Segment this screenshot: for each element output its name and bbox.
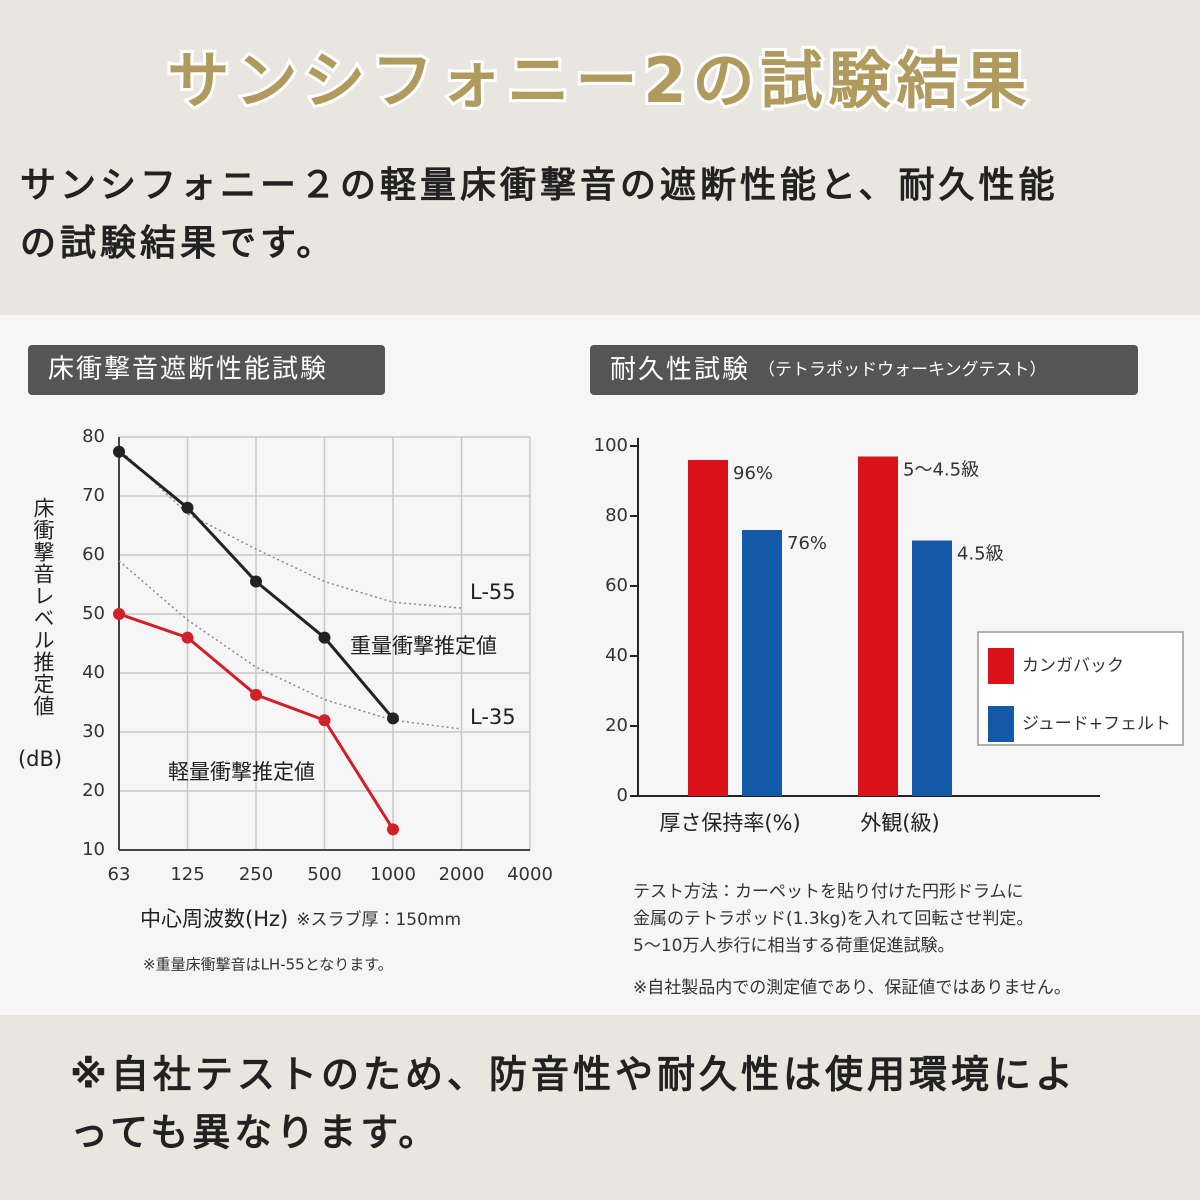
- y-tick-label: 80: [605, 505, 628, 526]
- test-note: 金属のテトラポッド(1.3kg)を入れて回転させ判定。: [633, 909, 1033, 929]
- data-point: [250, 688, 262, 701]
- chart-title: 床衝撃音遮断性能試験: [48, 355, 328, 385]
- y-tick-label: 60: [82, 544, 105, 565]
- panel-header: [590, 345, 1138, 395]
- y-tick-label: 20: [605, 715, 628, 736]
- bar: [912, 540, 952, 796]
- lead-line: の試験結果です。: [20, 223, 336, 264]
- x-tick-label: 125: [170, 864, 204, 885]
- footnote: ※重量床衝撃音はLH-55となります。: [143, 956, 393, 974]
- data-point: [181, 501, 194, 514]
- y-tick-label: 20: [82, 780, 105, 801]
- value-label: 96%: [733, 463, 773, 484]
- data-point: [113, 445, 125, 458]
- series-label: 重量衝撃推定値: [350, 634, 497, 658]
- x-tick-label: 2000: [439, 864, 485, 885]
- page-title: サンシフォニー2の試験結果: [167, 44, 1032, 117]
- data-point: [181, 631, 194, 644]
- chart-subtitle: （テトラポッドウォーキングテスト）: [758, 360, 1047, 380]
- y-tick-label: 40: [605, 645, 628, 666]
- series-label: L-55: [470, 580, 516, 604]
- data-point: [318, 631, 331, 644]
- data-point: [250, 575, 262, 588]
- data-point: [387, 823, 399, 836]
- bar: [688, 460, 728, 796]
- chart-title-group: 耐久性試験 （テトラポッドウォーキングテスト）: [610, 355, 1047, 385]
- chart-title: 耐久性試験: [610, 355, 750, 385]
- footer-bg: [0, 1015, 1200, 1200]
- lead-line: サンシフォニー２の軽量床衝撃音の遮断性能と、耐久性能: [20, 165, 1059, 206]
- value-label: 5〜4.5級: [903, 460, 979, 481]
- legend-swatch: [988, 648, 1014, 684]
- value-label: 4.5級: [957, 544, 1004, 565]
- footnote: ※自社製品内での測定値であり、保証値ではありません。: [633, 978, 1071, 998]
- x-axis-note: ※スラブ厚：150mm: [296, 909, 461, 930]
- y-tick-label: 10: [82, 839, 105, 860]
- x-tick-label: 外観(級): [860, 811, 939, 835]
- x-axis-label: 中心周波数(Hz): [140, 907, 288, 931]
- x-tick-label: 1000: [370, 864, 416, 885]
- x-axis-label-group: 中心周波数(Hz) ※スラブ厚：150mm: [140, 907, 461, 931]
- y-tick-label: 80: [82, 426, 105, 447]
- data-point: [113, 608, 125, 620]
- value-label: 76%: [787, 533, 827, 554]
- legend-label: ジュード+フェルト: [1022, 714, 1171, 734]
- x-tick-label: 250: [239, 864, 273, 885]
- y-tick-label: 50: [82, 603, 105, 624]
- reference-curve: [118, 448, 462, 609]
- data-point: [318, 714, 331, 727]
- footer-line: っても異なります。: [70, 1111, 440, 1155]
- series-label: L-35: [470, 705, 516, 729]
- test-note: 5〜10万人歩行に相当する荷重促進試験。: [633, 936, 954, 956]
- series-label: 軽量衝撃推定値: [168, 760, 315, 784]
- y-axis-unit: (dB): [18, 747, 62, 771]
- y-tick-label: 60: [605, 575, 628, 596]
- data-point: [387, 712, 399, 725]
- footer-line: ※自社テストのため、防音性や耐久性は使用環境によ: [70, 1053, 1077, 1097]
- y-tick-label: 30: [82, 721, 105, 742]
- y-tick-label: 100: [594, 435, 628, 456]
- y-tick-label: 0: [617, 785, 628, 806]
- x-tick-label: 厚さ保持率(%): [659, 811, 800, 835]
- bar: [742, 530, 782, 796]
- legend-swatch: [988, 706, 1014, 742]
- y-axis-label: 床衝撃音レベル推定値: [31, 497, 55, 717]
- header-bg: [0, 0, 1200, 315]
- y-tick-label: 40: [82, 662, 105, 683]
- test-note: テスト方法：カーペットを貼り付けた円形ドラムに: [633, 882, 1024, 902]
- legend-label: カンガバック: [1022, 656, 1124, 676]
- y-tick-label: 70: [82, 485, 105, 506]
- bar: [858, 456, 898, 796]
- x-tick-label: 63: [108, 864, 131, 885]
- x-tick-label: 500: [307, 864, 341, 885]
- x-tick-label: 4000: [507, 864, 553, 885]
- panel-header: [28, 345, 385, 395]
- reference-curve: [118, 560, 462, 730]
